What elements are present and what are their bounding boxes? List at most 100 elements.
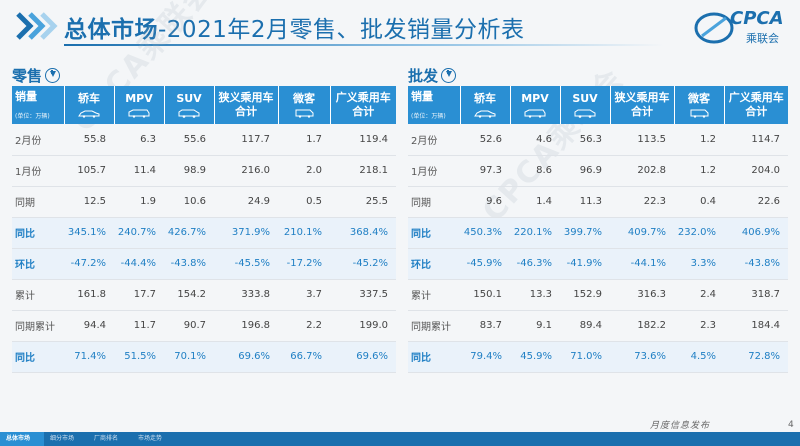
cell: 152.9 [560, 279, 610, 311]
tab-manufacturer-ranking[interactable]: 厂商排名 [94, 435, 119, 442]
cell: 1.7 [278, 124, 330, 156]
row-label: 1月份 [408, 155, 460, 187]
cell: 371.9% [214, 217, 278, 249]
cell: 90.7 [164, 310, 214, 342]
table-row: 1月份 105.7 11.4 98.9 216.0 2.0 218.1 [12, 155, 396, 187]
table-row: 环比 -47.2% -44.4% -43.8% -45.5% -17.2% -45.2% [12, 248, 396, 280]
cell: 1.2 [674, 124, 724, 156]
row-label: 同期累计 [408, 310, 460, 342]
column-header: MPV [114, 86, 165, 124]
column-header: 狭义乘用车合计 [214, 86, 279, 124]
page-title: 总体市场-2021年2月零售、批发销量分析表 [64, 10, 524, 44]
table-row: 同期累计 83.7 9.1 89.4 182.2 2.3 184.4 [408, 310, 788, 342]
row-header-cell: 销量 (单位：万辆) [408, 86, 461, 124]
column-header-label: MPV [125, 92, 153, 105]
cell: -44.4% [114, 248, 164, 280]
cell: 2.3 [674, 310, 724, 342]
cell: 13.3 [510, 279, 560, 311]
cell: -45.5% [214, 248, 278, 280]
column-header: 狭义乘用车合计 [610, 86, 675, 124]
cell: -41.9% [560, 248, 610, 280]
cell: 9.1 [510, 310, 560, 342]
cell: 56.3 [560, 124, 610, 156]
cell: -47.2% [64, 248, 114, 280]
footer-bar [0, 432, 800, 446]
microvan-icon [295, 109, 314, 118]
cell: 10.6 [164, 186, 214, 218]
row-label: 环比 [12, 248, 64, 280]
cell: 24.9 [214, 186, 278, 218]
mpv-icon [128, 109, 150, 118]
cell: 4.6 [510, 124, 560, 156]
tab-segment-market[interactable]: 细分市场 [50, 435, 75, 442]
row-label: 环比 [408, 248, 460, 280]
row-label: 累计 [408, 279, 460, 311]
table-row: 同比 345.1% 240.7% 426.7% 371.9% 210.1% 368.4% [12, 217, 396, 249]
header: 总体市场-2021年2月零售、批发销量分析表 CPCA 乘联会 [0, 0, 800, 52]
table-row: 累计 150.1 13.3 152.9 316.3 2.4 318.7 [408, 279, 788, 311]
column-header-label: MPV [521, 92, 549, 105]
column-header-label: 广义乘用车合计 [335, 91, 391, 118]
cell: 161.8 [64, 279, 114, 311]
cell: 368.4% [330, 217, 396, 249]
cell: 1.4 [510, 186, 560, 218]
cell: 11.7 [114, 310, 164, 342]
row-label: 同比 [408, 217, 460, 249]
logo-text: CPCA [730, 8, 784, 29]
unit-label: (单位：万辆) [411, 113, 446, 120]
suv-icon [574, 109, 596, 118]
cell: 450.3% [460, 217, 510, 249]
table-row: 2月份 55.8 6.3 55.6 117.7 1.7 119.4 [12, 124, 396, 156]
cell: 70.1% [164, 341, 214, 373]
column-header-label: 广义乘用车合计 [728, 91, 784, 118]
tab-total-market[interactable]: 总体市场 [0, 432, 45, 446]
retail-table: 销量 (单位：万辆) 轿车 MPV SUV 狭义乘用车合计 微客 广义乘用车合计 … [12, 86, 396, 373]
logo-subtitle: 乘联会 [746, 32, 779, 45]
tab-market-trend[interactable]: 市场走势 [138, 435, 163, 442]
cell: 66.7% [278, 341, 330, 373]
cell: -46.3% [510, 248, 560, 280]
cell: 94.4 [64, 310, 114, 342]
column-header-label: 狭义乘用车合计 [218, 91, 274, 118]
cell: 12.5 [64, 186, 114, 218]
table-row: 同期 9.6 1.4 11.3 22.3 0.4 22.6 [408, 186, 788, 218]
row-header-label: 销量 [411, 90, 433, 103]
cpca-logo-icon [694, 12, 734, 44]
column-header: 微客 [278, 86, 331, 124]
column-header-label: SUV [176, 92, 202, 105]
table-row: 1月份 97.3 8.6 96.9 202.8 1.2 204.0 [408, 155, 788, 187]
cell: 55.6 [164, 124, 214, 156]
cell: -45.9% [460, 248, 510, 280]
cell: 114.7 [724, 124, 788, 156]
cell: 89.4 [560, 310, 610, 342]
cell: 318.7 [724, 279, 788, 311]
row-label: 同期 [408, 186, 460, 218]
cell: -17.2% [278, 248, 330, 280]
cell: 333.8 [214, 279, 278, 311]
cell: 73.6% [610, 341, 674, 373]
row-header-label: 销量 [15, 90, 37, 103]
cell: 83.7 [460, 310, 510, 342]
row-header-cell: 销量 (单位：万辆) [12, 86, 65, 124]
cell: 72.8% [724, 341, 788, 373]
cell: 9.6 [460, 186, 510, 218]
row-label: 2月份 [408, 124, 460, 156]
column-header: 广义乘用车合计 [724, 86, 788, 124]
cell: -45.2% [330, 248, 396, 280]
cell: 316.3 [610, 279, 674, 311]
wholesale-table: 销量 (单位：万辆) 轿车 MPV SUV 狭义乘用车合计 微客 广义乘用车合计 … [408, 86, 788, 373]
cell: 113.5 [610, 124, 674, 156]
column-header: SUV [164, 86, 215, 124]
cell: 22.6 [724, 186, 788, 218]
cell: 218.1 [330, 155, 396, 187]
row-label: 累计 [12, 279, 64, 311]
column-header: 广义乘用车合计 [330, 86, 396, 124]
cell: 96.9 [560, 155, 610, 187]
cell: 98.9 [164, 155, 214, 187]
cell: 69.6% [214, 341, 278, 373]
cell: 45.9% [510, 341, 560, 373]
cell: 51.5% [114, 341, 164, 373]
cell: 240.7% [114, 217, 164, 249]
row-label: 同期累计 [12, 310, 64, 342]
row-label: 同比 [12, 341, 64, 373]
